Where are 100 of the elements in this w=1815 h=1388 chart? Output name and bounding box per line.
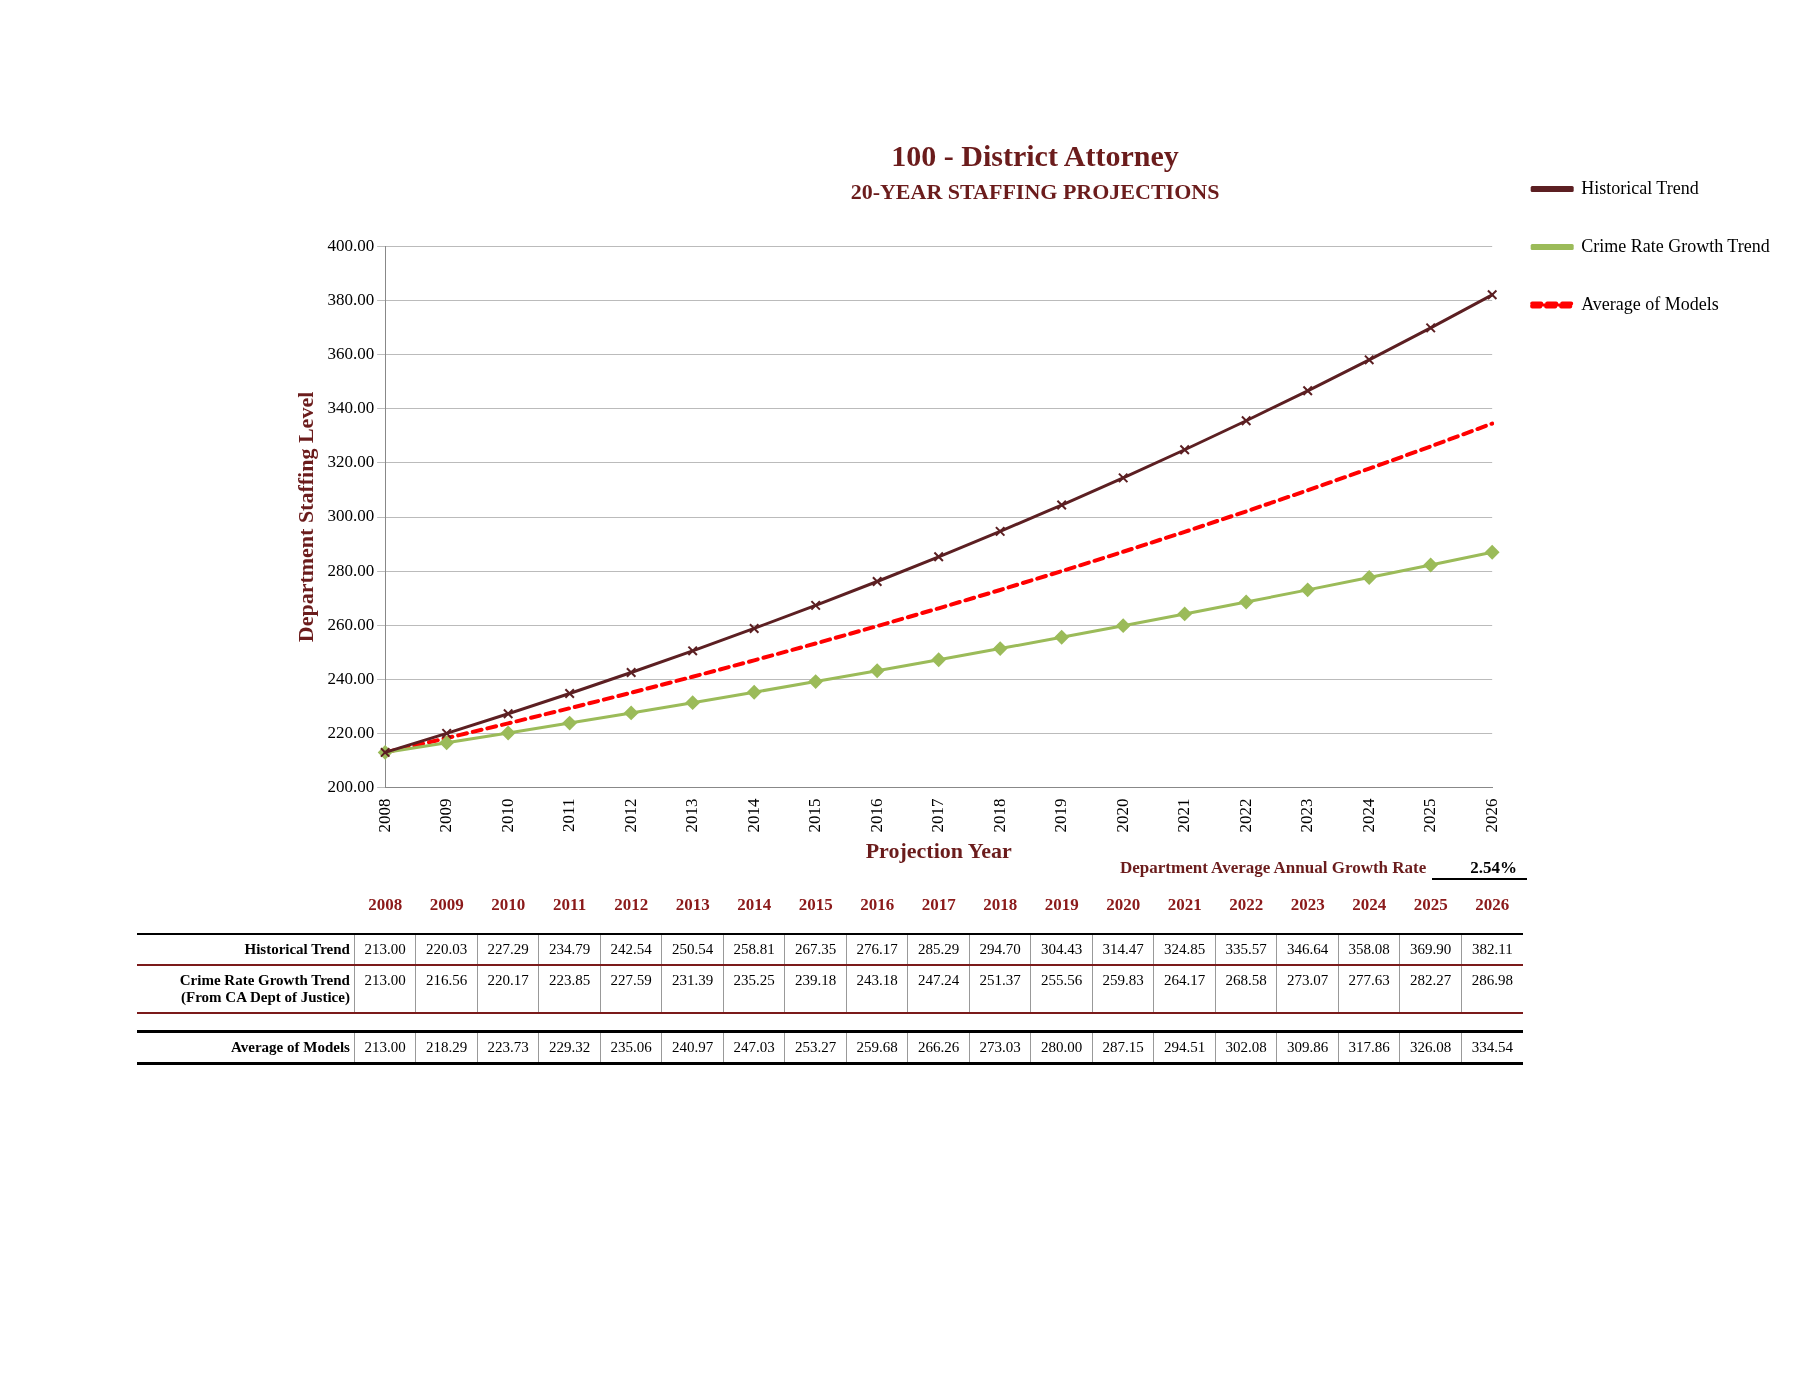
category-label: 2018 — [983, 895, 1018, 914]
data-label: 294.51 — [1153, 1031, 1216, 1064]
data-label: 253.27 — [784, 1031, 847, 1064]
data-label: 294.70 — [969, 934, 1031, 965]
data-label: 216.56 — [415, 965, 478, 1013]
text: Historical Trend — [244, 941, 350, 957]
data-label: 282.27 — [1399, 965, 1462, 1013]
x-tick-label: 2012 — [620, 798, 640, 833]
y-tick-label: 400.00 — [327, 235, 375, 255]
data-label: 231.39 — [661, 965, 724, 1013]
x-tick-label: 2019 — [1051, 798, 1071, 833]
x-tick-label: 2015 — [805, 798, 825, 833]
data-label: 227.29 — [477, 934, 539, 965]
data-label: 258.81 — [723, 934, 785, 965]
category-label: 2013 — [675, 895, 710, 914]
category-label: 2020 — [1106, 895, 1141, 914]
text: Department Average Annual Growth Rate — [1120, 858, 1427, 877]
data-label: 382.11 — [1461, 934, 1523, 965]
x-tick-label: 2024 — [1358, 798, 1378, 833]
category-label: 2025 — [1413, 895, 1448, 914]
category-label: 2010 — [491, 895, 526, 914]
category-label: 2012 — [614, 895, 649, 914]
data-label: 229.32 — [538, 1031, 601, 1064]
data-label: 220.03 — [415, 934, 478, 965]
category-label: 2022 — [1229, 895, 1264, 914]
x-tick-label: 2014 — [743, 798, 763, 833]
legend-label: Crime Rate Growth Trend — [1581, 235, 1770, 256]
data-label: 240.97 — [661, 1031, 724, 1064]
category-label: 2023 — [1290, 895, 1325, 914]
data-label: 334.54 — [1461, 1031, 1523, 1064]
text: (From CA Dept of Justice) — [180, 989, 350, 1006]
data-label: 255.56 — [1030, 965, 1093, 1013]
x-tick-label: 2018 — [989, 798, 1009, 833]
text: Crime Rate Growth Trend — [179, 972, 350, 988]
y-tick-label: 340.00 — [327, 398, 375, 418]
y-tick-label: 220.00 — [327, 722, 375, 742]
data-label: 276.17 — [846, 934, 908, 965]
category-label: 2015 — [798, 895, 833, 914]
data-label: 304.43 — [1030, 934, 1093, 965]
data-label: 326.08 — [1399, 1031, 1462, 1064]
x-axis-title: Projection Year — [865, 838, 1012, 864]
category-label: 2021 — [1167, 895, 1202, 914]
data-label: 243.18 — [846, 965, 908, 1013]
data-label: 213.00 — [354, 1031, 416, 1064]
y-tick-label: 260.00 — [327, 614, 375, 634]
category-label: 2026 — [1475, 895, 1510, 914]
data-label: 235.06 — [600, 1031, 662, 1064]
data-label: 266.26 — [907, 1031, 970, 1064]
y-tick-label: 320.00 — [327, 452, 375, 472]
data-label: 286.98 — [1461, 965, 1523, 1013]
data-label: 247.24 — [907, 965, 970, 1013]
y-tick-label: 380.00 — [327, 289, 375, 309]
category-label: 2008 — [368, 895, 403, 914]
data-label: 346.64 — [1276, 934, 1339, 965]
data-label: 369.90 — [1399, 934, 1462, 965]
x-tick-label: 2025 — [1420, 798, 1440, 833]
data-label: 223.85 — [538, 965, 601, 1013]
data-label: 250.54 — [661, 934, 724, 965]
data-label: 235.25 — [723, 965, 785, 1013]
data-label: 259.83 — [1092, 965, 1154, 1013]
y-tick-label: 300.00 — [327, 506, 375, 526]
text: Average of Models — [231, 1039, 350, 1055]
y-tick-label: 200.00 — [327, 777, 375, 797]
data-label: 335.57 — [1215, 934, 1277, 965]
y-tick-label: 280.00 — [327, 560, 375, 580]
category-label: 2024 — [1352, 895, 1387, 914]
data-label: 314.47 — [1092, 934, 1154, 965]
x-tick-label: 2013 — [682, 798, 702, 833]
x-tick-label: 2008 — [374, 798, 394, 833]
data-label: 309.86 — [1276, 1031, 1339, 1064]
x-tick-label: 2009 — [436, 798, 456, 833]
data-label: 358.08 — [1338, 934, 1400, 965]
data-label: 220.17 — [477, 965, 539, 1013]
data-label: 324.85 — [1153, 934, 1216, 965]
data-label: 218.29 — [415, 1031, 478, 1064]
data-label: 223.73 — [477, 1031, 539, 1064]
x-tick-label: 2023 — [1297, 798, 1317, 833]
x-tick-label: 2026 — [1481, 798, 1501, 833]
x-tick-label: 2017 — [928, 798, 948, 833]
x-tick-label: 2022 — [1235, 798, 1255, 833]
category-label: 2019 — [1044, 895, 1079, 914]
x-tick-label: 2016 — [866, 798, 886, 833]
y-tick-label: 240.00 — [327, 668, 375, 688]
category-label: 2017 — [921, 895, 956, 914]
data-label: 242.54 — [600, 934, 662, 965]
data-label: 277.63 — [1338, 965, 1400, 1013]
x-tick-label: 2010 — [497, 798, 517, 833]
data-label: 251.37 — [969, 965, 1031, 1013]
data-label: 264.17 — [1153, 965, 1216, 1013]
data-label: 273.07 — [1276, 965, 1339, 1013]
data-label: 247.03 — [723, 1031, 785, 1064]
legend-label: Average of Models — [1581, 293, 1719, 314]
data-label: 267.35 — [784, 934, 847, 965]
data-label: 213.00 — [354, 965, 416, 1013]
data-label: 213.00 — [354, 934, 416, 965]
y-tick-label: 360.00 — [327, 344, 375, 364]
data-label: 259.68 — [846, 1031, 908, 1064]
category-label: 2009 — [429, 895, 464, 914]
data-label: 268.58 — [1215, 965, 1277, 1013]
data-label: 302.08 — [1215, 1031, 1277, 1064]
